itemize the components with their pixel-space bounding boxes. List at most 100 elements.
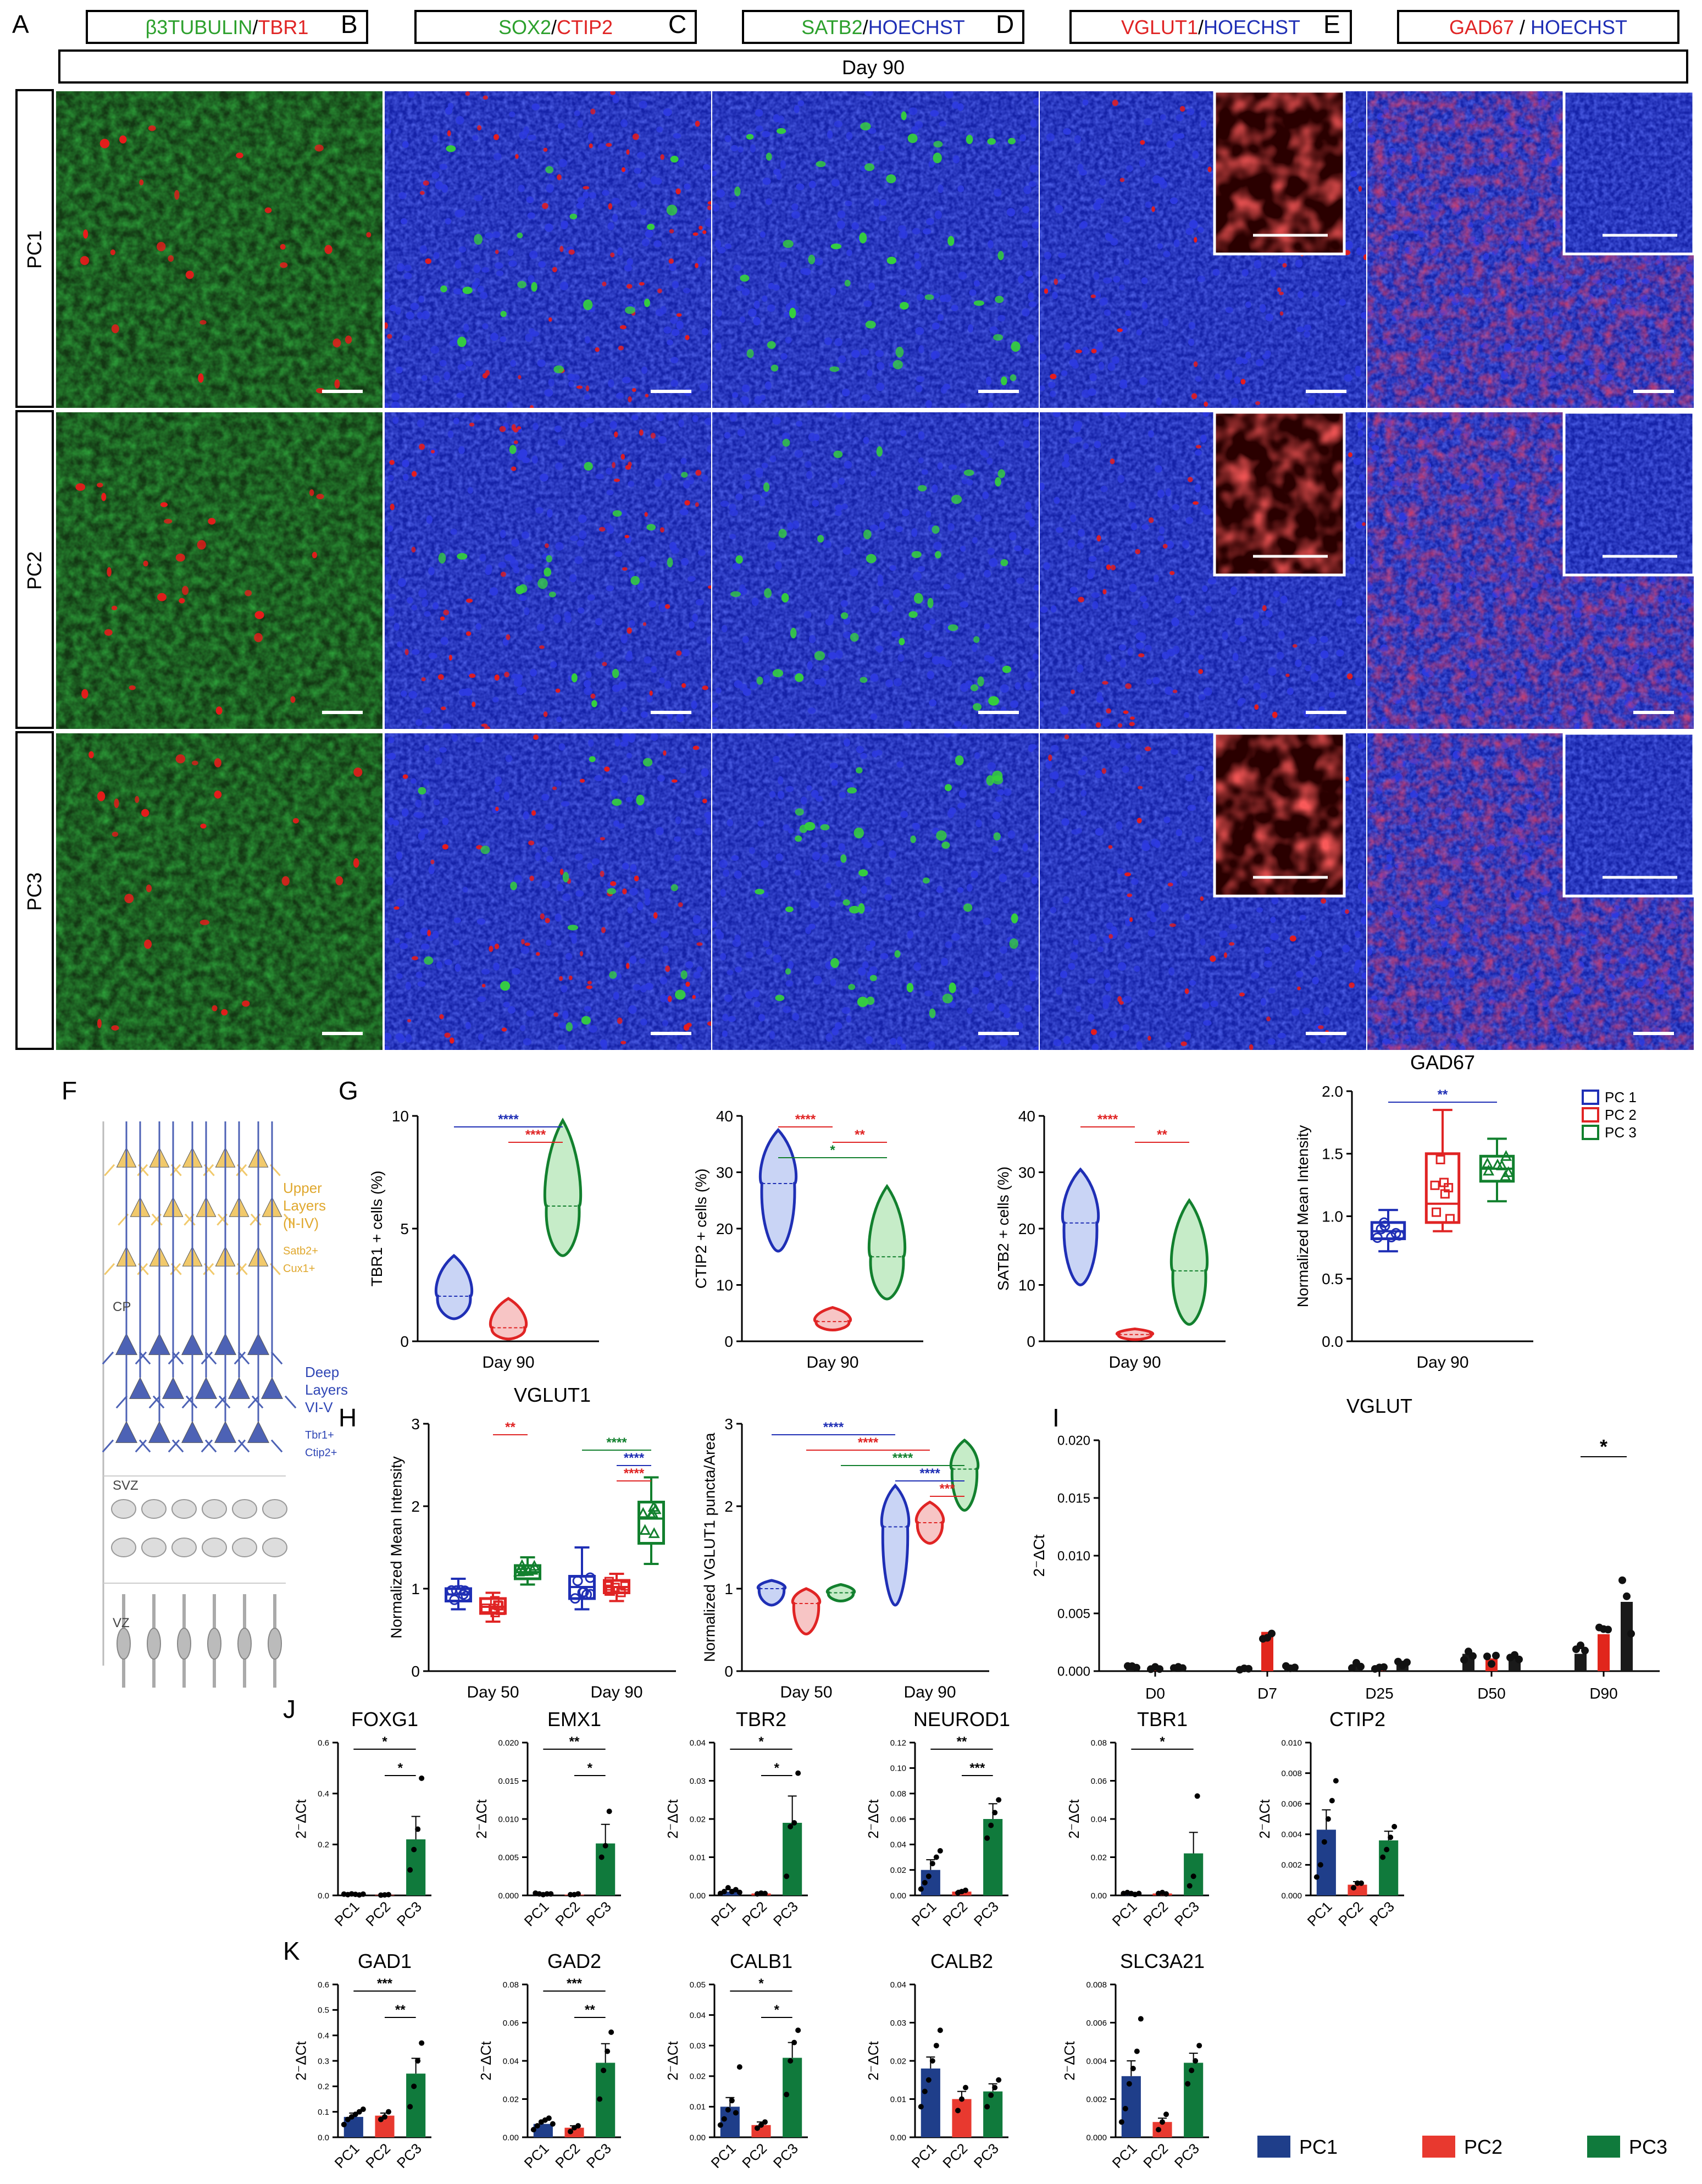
cell-nucleus xyxy=(720,953,727,960)
cell-nucleus xyxy=(1194,450,1202,456)
cell-nucleus xyxy=(526,563,535,570)
cell-nucleus xyxy=(1110,237,1118,246)
cell-nucleus xyxy=(1205,605,1212,613)
cell-nucleus xyxy=(646,695,653,703)
significance-label: **** xyxy=(624,1466,645,1481)
cell-nucleus xyxy=(107,567,112,577)
cell-nucleus xyxy=(677,1043,683,1050)
cell-nucleus xyxy=(618,345,624,351)
cell-nucleus xyxy=(453,917,461,924)
cell-nucleus xyxy=(280,262,288,268)
cell-nucleus xyxy=(401,808,409,817)
upper-layer-label: Satb2+ xyxy=(283,1245,318,1257)
data-point xyxy=(360,2106,366,2113)
cell-nucleus xyxy=(1052,412,1061,417)
cell-nucleus xyxy=(601,1042,608,1050)
cell-nucleus xyxy=(669,229,674,234)
cell-nucleus xyxy=(480,292,488,299)
cell-nucleus xyxy=(1195,765,1204,771)
cell-nucleus xyxy=(1050,390,1056,397)
cell-nucleus xyxy=(1075,1005,1082,1012)
cell-nucleus xyxy=(404,932,413,939)
cell-nucleus xyxy=(609,971,617,979)
cell-nucleus xyxy=(729,534,736,540)
cell-nucleus xyxy=(769,791,776,798)
data-point xyxy=(1372,1232,1383,1243)
cell-nucleus xyxy=(197,540,206,550)
cell-nucleus xyxy=(612,462,616,468)
significance-label: * xyxy=(758,1976,764,1991)
cell-nucleus xyxy=(559,281,569,291)
cell-nucleus xyxy=(691,700,697,710)
cell-nucleus xyxy=(433,799,440,806)
cell-nucleus xyxy=(807,400,813,406)
cell-nucleus xyxy=(845,200,852,207)
cell-nucleus xyxy=(555,542,564,551)
cell-nucleus xyxy=(462,886,468,893)
cell-nucleus xyxy=(537,359,546,367)
cell-nucleus xyxy=(1050,605,1057,613)
cell-nucleus xyxy=(398,192,407,200)
cell-nucleus xyxy=(500,981,511,991)
cell-nucleus xyxy=(495,250,499,255)
cell-nucleus xyxy=(936,830,947,841)
y-tick-label: 0.10 xyxy=(890,1764,906,1773)
cell-nucleus xyxy=(847,787,857,794)
y-tick-label: 0.01 xyxy=(690,1853,706,1862)
cell-nucleus xyxy=(961,724,968,729)
cell-nucleus xyxy=(1356,615,1364,624)
cell-nucleus xyxy=(1335,598,1343,607)
deep-layer-neuron xyxy=(201,1121,250,1453)
data-point xyxy=(1492,1158,1504,1170)
cell-nucleus xyxy=(385,291,390,300)
cell-nucleus xyxy=(489,587,498,596)
cell-nucleus xyxy=(684,183,691,190)
cell-nucleus xyxy=(404,649,409,655)
cell-nucleus xyxy=(1069,438,1078,444)
cell-nucleus xyxy=(800,268,808,275)
cell-nucleus xyxy=(944,784,952,792)
cell-nucleus xyxy=(1237,699,1243,707)
chart-title: TBR2 xyxy=(736,1708,786,1730)
cell-nucleus xyxy=(732,938,741,947)
cell-nucleus xyxy=(546,184,554,193)
x-tick-label: PC1 xyxy=(908,1898,940,1929)
cell-nucleus xyxy=(997,251,1004,261)
data-point xyxy=(407,1867,413,1873)
cell-nucleus xyxy=(956,572,965,579)
cell-nucleus xyxy=(625,306,636,314)
significance-label: * xyxy=(587,1761,593,1776)
cell-nucleus xyxy=(728,1016,736,1022)
micrograph-panel xyxy=(1040,91,1366,408)
cell-nucleus xyxy=(612,510,622,517)
cell-nucleus xyxy=(865,1036,873,1044)
cell-nucleus xyxy=(751,597,759,606)
cell-nucleus xyxy=(768,283,775,290)
cell-nucleus xyxy=(698,549,706,556)
cell-nucleus xyxy=(915,327,924,335)
cell-nucleus xyxy=(785,968,791,975)
cell-nucleus xyxy=(925,400,932,408)
cell-nucleus xyxy=(555,913,562,922)
cell-nucleus xyxy=(1136,1041,1143,1050)
cell-nucleus xyxy=(519,595,527,601)
cell-nucleus xyxy=(1040,483,1045,491)
header-segment: / xyxy=(1514,16,1531,38)
cell-nucleus xyxy=(933,152,942,163)
cell-nucleus xyxy=(839,792,846,799)
cell-nucleus xyxy=(111,605,118,611)
cell-nucleus xyxy=(1123,996,1132,1003)
cell-nucleus xyxy=(435,757,442,765)
cell-nucleus xyxy=(1195,445,1201,449)
cell-nucleus xyxy=(753,300,760,309)
cell-nucleus xyxy=(408,91,415,98)
cell-nucleus xyxy=(1076,828,1082,834)
cell-nucleus xyxy=(750,144,756,153)
y-tick-label: 0.02 xyxy=(690,2072,706,2081)
y-tick-label: 0.008 xyxy=(1086,1980,1107,1989)
cell-nucleus xyxy=(552,267,557,273)
cell-nucleus xyxy=(1124,872,1131,877)
data-point xyxy=(1430,1180,1440,1190)
legend-label: PC2 xyxy=(1464,2136,1503,2158)
cell-nucleus xyxy=(309,489,314,496)
